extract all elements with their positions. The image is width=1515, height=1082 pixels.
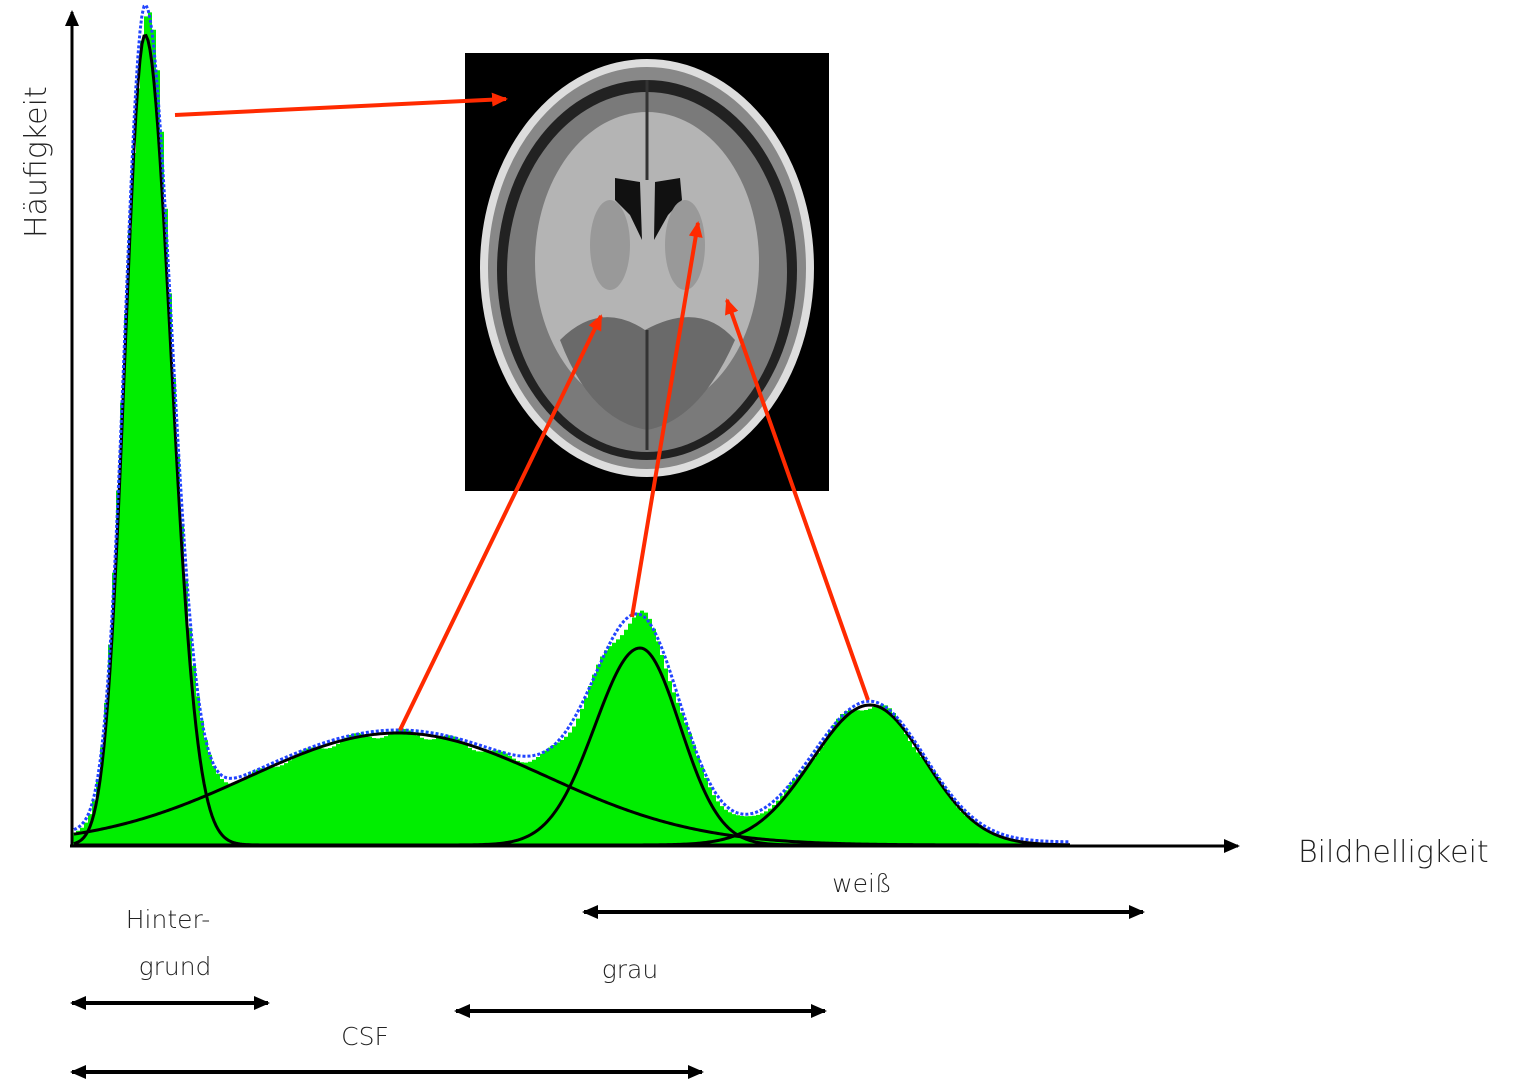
x-axis-label: Bildhelligkeit: [1298, 835, 1489, 870]
figure: Häufigkeit Bildhelligkeit weiß Hinter- g…: [0, 0, 1515, 1082]
range-label: grund: [139, 952, 212, 981]
y-axis-label: Häufigkeit: [19, 86, 54, 238]
range-label: CSF: [341, 1022, 389, 1051]
range-label: grau: [602, 955, 658, 984]
range-label: Hinter-: [126, 905, 210, 934]
range-label: weiß: [832, 869, 892, 898]
range-arrows: [72, 912, 1143, 1072]
mri-image: [465, 53, 829, 491]
